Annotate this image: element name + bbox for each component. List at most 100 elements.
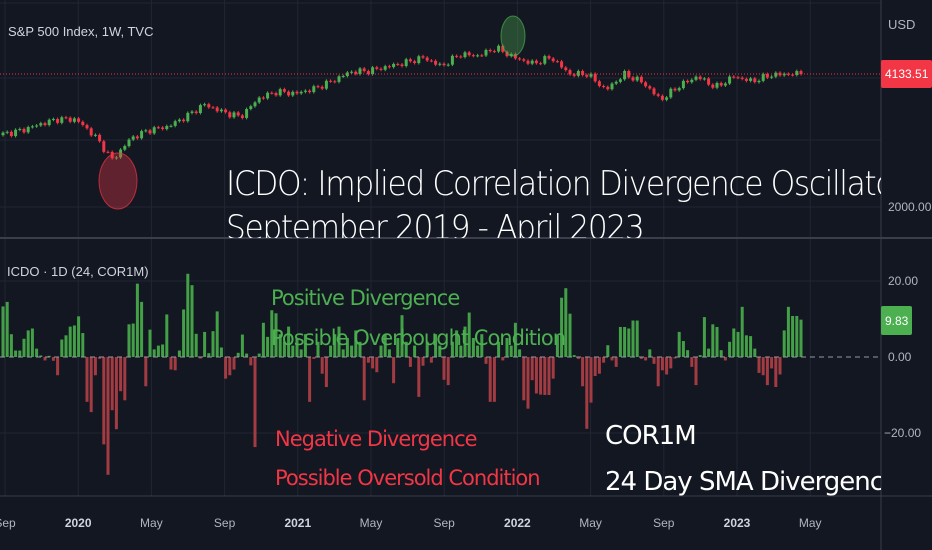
candle-body [140,131,144,139]
candle-body [455,55,459,57]
histogram-bar [81,333,85,357]
time-label: Sep [213,516,236,530]
candle-body [694,76,698,80]
histogram-bar [757,357,761,373]
histogram-bar [639,357,643,359]
candle-body [791,74,795,76]
time-label: May [798,516,822,530]
histogram-bar [702,317,706,357]
oversold-label: Possible Oversold Condition [275,466,541,490]
candle-body [744,78,748,81]
overbought-label: Possible Overbought Condition [271,326,566,350]
histogram-bar [366,357,370,363]
candle-body [434,60,438,65]
histogram-bar [257,353,261,357]
date-range-text: September 2019 - April 2023 [226,208,645,238]
histogram-bar [446,357,450,386]
candle-body [547,56,551,59]
histogram-bar [585,357,589,429]
candle-body [581,70,585,76]
candle-body [488,49,492,52]
histogram-bar [471,338,475,357]
histogram-bar [463,326,467,357]
histogram-bar [224,357,228,379]
highlight-markers [98,15,526,210]
time-label: 2023 [723,516,751,530]
candle-body [177,119,181,122]
candle-body [350,71,354,73]
candle-body [173,121,177,126]
histogram-bar [614,357,618,367]
candle-body [312,86,316,93]
histogram-bar [232,357,236,370]
candle-body [165,126,169,130]
histogram-bar [593,357,597,376]
histogram-bar [442,357,446,380]
candle-body [345,72,349,76]
histogram-bar [110,357,114,411]
histogram-bar [215,311,219,357]
histogram-bar [606,345,610,357]
histogram-bar [85,357,89,402]
candle-body [207,104,211,108]
histogram-bar [476,345,480,357]
candle-body [732,76,736,78]
histogram-bar [656,357,660,387]
candle-body [341,75,345,77]
histogram-bar [261,322,265,357]
candle-body [606,86,610,90]
histogram-bar [207,353,211,357]
candle-body [320,86,324,89]
candle-body [723,83,727,86]
histogram-bar [194,333,198,357]
histogram-bar [736,331,740,357]
upper-legend[interactable]: S&P 500 Index, 1W, TVC [8,24,154,39]
histogram-bar [635,320,639,357]
histogram-bar [358,341,362,357]
candle-body [631,77,635,81]
candle-body [795,71,799,76]
indicator-tick-20: 20.00 [888,274,919,288]
lower-legend[interactable]: ICDO · 1D (24, COR1M) [7,264,149,279]
histogram-bar [425,341,429,357]
histogram-bar [421,357,425,366]
candle-body [324,80,328,89]
candle-body [194,111,198,114]
histogram-bar [98,357,102,359]
histogram-bar [568,313,572,357]
candle-body [572,74,576,76]
histogram-bar [547,357,551,395]
histogram-bar [686,350,690,357]
candle-body [623,70,627,80]
candle-body [72,118,76,122]
histogram-bar [774,357,778,388]
histogram-bar [198,357,202,359]
candle-body [782,73,786,76]
histogram-bar [455,330,459,357]
candle-body [753,78,757,83]
candle-body [665,97,669,100]
histogram-bar [392,357,396,384]
histogram-bar [177,350,181,357]
candle-body [673,88,677,91]
histogram-bar [135,283,139,357]
candle-body [190,111,194,113]
candle-body [56,118,60,123]
candle-body [438,63,442,65]
candle-body [690,79,694,83]
histogram-bar [484,357,488,364]
candle-body [719,83,723,86]
candle-body [68,117,72,122]
histogram-bar [555,335,559,357]
histogram-bar [467,312,471,357]
candle-body [786,73,790,75]
candle-body [761,73,765,81]
histogram-bar [694,357,698,386]
cor1m-label: COR1M [605,421,697,451]
histogram-bar [543,357,547,395]
histogram-bar [114,357,118,430]
histogram-bar [383,334,387,357]
histogram-bar [295,338,299,357]
candle-body [522,59,526,61]
